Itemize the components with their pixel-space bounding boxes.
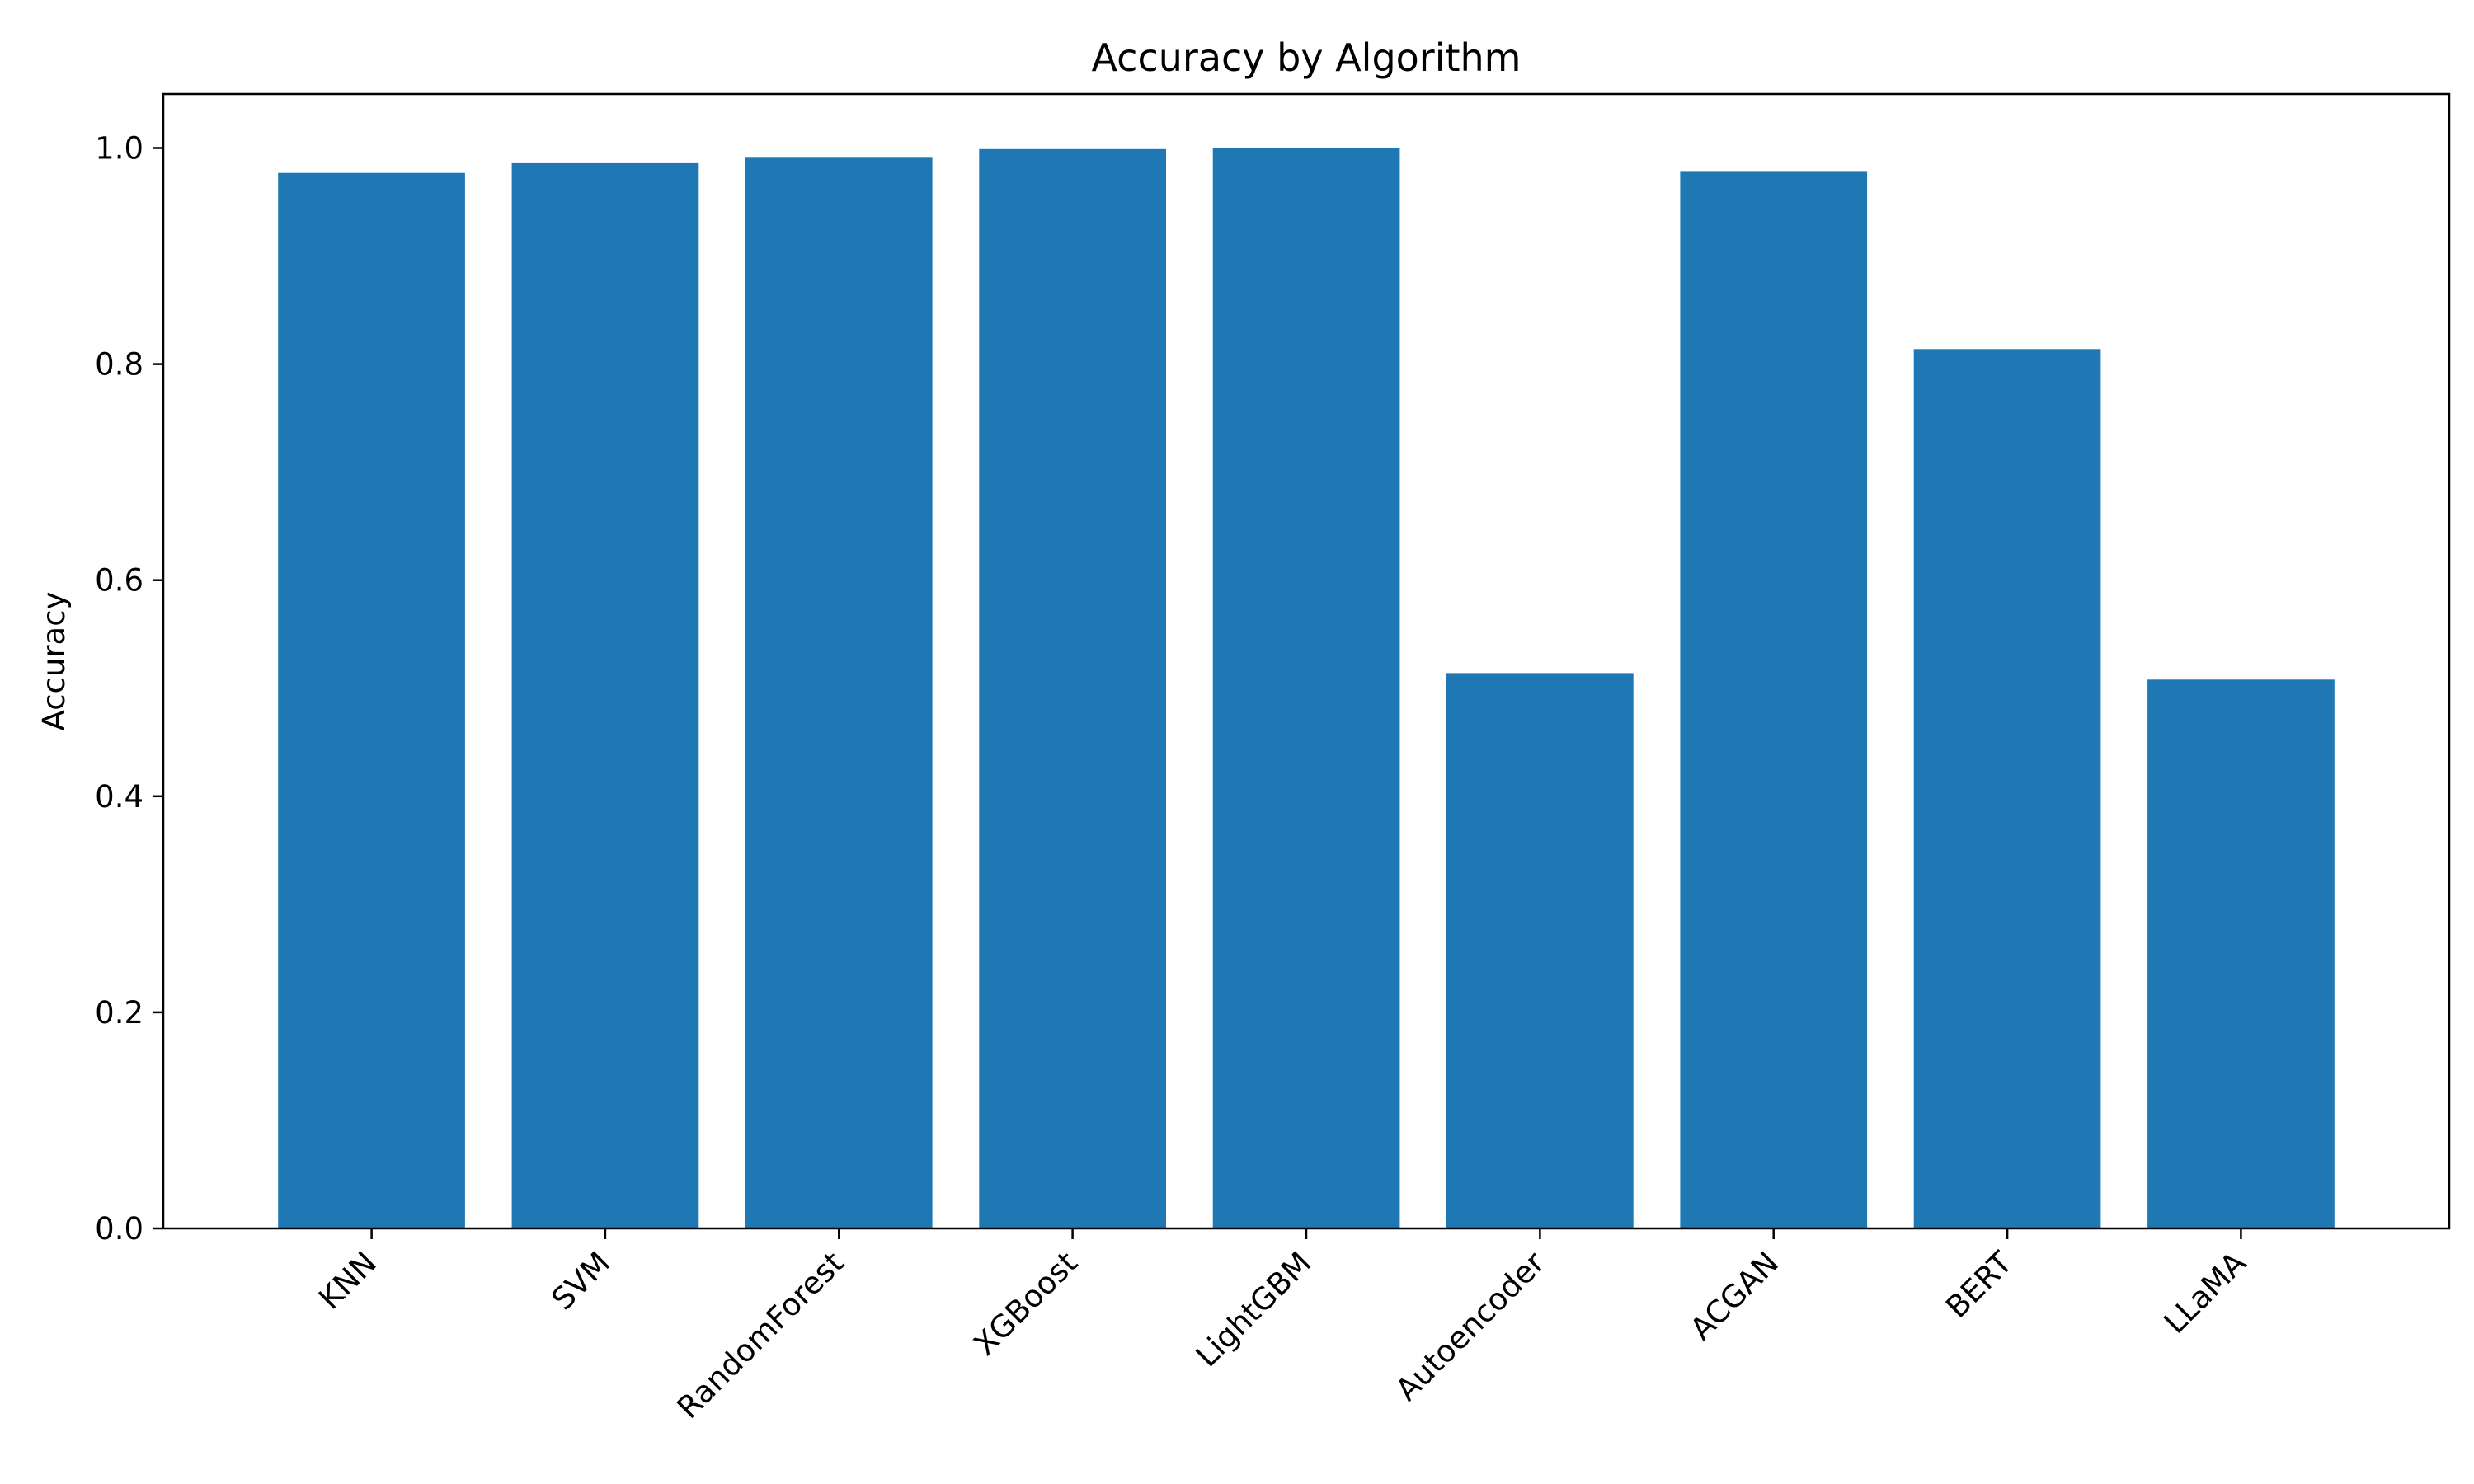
y-axis-ticks: 0.0 0.2 0.4 0.6 0.8 1.0 [95, 131, 163, 1247]
y-tick-label: 0.8 [95, 347, 143, 383]
bar-knn [278, 172, 465, 1229]
y-tick-label: 1.0 [95, 131, 143, 167]
y-tick-label: 0.4 [95, 779, 143, 815]
bar-bert [1913, 349, 2101, 1228]
bar-randomforest [745, 157, 933, 1228]
bar-xgboost [979, 148, 1166, 1228]
bar-llama [2147, 679, 2335, 1228]
bar-acgan [1680, 171, 1868, 1228]
y-tick-label: 0.0 [95, 1211, 143, 1247]
bar-autoencoder [1446, 673, 1634, 1228]
y-tick-label: 0.2 [95, 995, 143, 1031]
plot-area-frame [162, 92, 2451, 1230]
bar-svm [511, 162, 699, 1228]
bar-lightgbm [1212, 148, 1400, 1228]
chart-title: Accuracy by Algorithm [1092, 35, 1522, 80]
y-axis-label: Accuracy [36, 592, 72, 731]
y-tick-label: 0.6 [95, 563, 143, 599]
bars-group [278, 148, 2335, 1229]
